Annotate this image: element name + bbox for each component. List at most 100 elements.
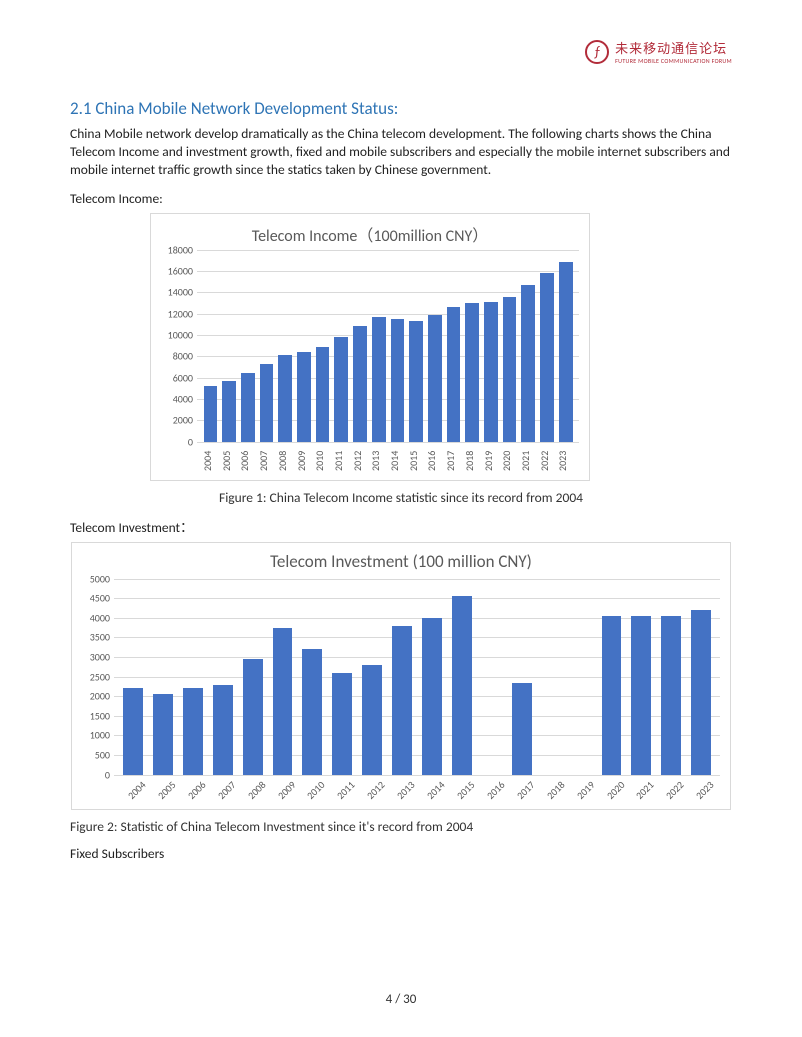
x-tick-label: 2023 [686,778,716,808]
x-tick-label: 2011 [332,446,351,476]
bar [278,355,292,441]
logo-glyph: ƒ [594,43,601,60]
bar [332,673,352,775]
y-tick-label: 1500 [90,709,110,722]
bar [123,688,143,774]
bar [302,649,322,774]
y-tick-label: 2000 [90,690,110,703]
x-tick-label: 2023 [556,446,575,476]
y-tick-label: 4000 [90,611,110,624]
y-tick-label: 18000 [168,243,193,256]
y-tick-label: 12000 [168,307,193,320]
bar [409,321,423,442]
x-tick-label: 2006 [178,778,208,808]
logo-text-cn: 未来移动通信论坛 [615,38,732,57]
chart-title: Telecom Income（100million CNY） [151,214,589,246]
x-tick-label: 2019 [482,446,501,476]
y-tick-label: 6000 [173,371,193,384]
x-tick-label: 2007 [208,778,238,808]
x-tick-label: 2019 [567,778,597,808]
bars-container [197,250,579,442]
x-tick-label: 2005 [148,778,178,808]
bar [297,352,311,442]
x-tick-label: 2008 [238,778,268,808]
chart1-label: Telecom Income: [70,190,732,207]
plot-area: 0200040006000800010000120001400016000180… [197,250,579,442]
bar [241,373,255,441]
x-labels: 2004200520062007200820092010201120122013… [197,446,579,476]
bars-container [114,579,720,775]
bar [273,628,293,775]
x-tick-label: 2011 [327,778,357,808]
y-tick-label: 3000 [90,651,110,664]
intro-paragraph: China Mobile network develop dramaticall… [70,125,732,180]
bar [422,618,442,775]
page-sep: / [392,992,403,1007]
y-tick-label: 0 [105,768,110,781]
x-tick-label: 2017 [507,778,537,808]
x-tick-label: 2018 [463,446,482,476]
y-tick-label: 2500 [90,670,110,683]
y-tick-label: 0 [188,435,193,448]
x-tick-label: 2010 [313,446,332,476]
x-tick-label: 2015 [407,446,426,476]
bar [260,364,274,442]
bar [602,616,622,775]
chart2-label: Telecom Investment： [70,516,732,536]
fixed-subscribers-label: Fixed Subscribers [70,845,732,862]
x-tick-label: 2009 [268,778,298,808]
bar [465,303,479,442]
gridline [114,775,720,776]
gridline [197,442,579,443]
x-tick-label: 2015 [447,778,477,808]
figure1-caption: Figure 1: China Telecom Income statistic… [70,489,732,506]
bar [391,319,405,442]
x-tick-label: 2004 [118,778,148,808]
x-tick-label: 2021 [627,778,657,808]
bar [213,685,233,775]
page-number: 4 / 30 [0,992,802,1007]
bar [559,262,573,441]
bar [353,326,367,441]
x-tick-label: 2016 [477,778,507,808]
x-tick-label: 2006 [238,446,257,476]
page-total: 30 [403,992,416,1007]
section-heading: 2.1 China Mobile Network Development Sta… [70,98,732,119]
bar [362,665,382,775]
y-tick-label: 8000 [173,350,193,363]
y-tick-label: 500 [95,749,110,762]
bar [521,285,535,442]
bar [183,688,203,774]
telecom-investment-chart: Telecom Investment (100 million CNY) 0 500… [71,542,731,810]
bar [222,381,236,442]
x-tick-label: 2020 [500,446,519,476]
x-tick-label: 2017 [444,446,463,476]
y-tick-label: 14000 [168,286,193,299]
x-tick-label: 2007 [257,446,276,476]
bar [447,307,461,441]
bar [631,616,651,775]
figure2-caption: Figure 2: Statistic of China Telecom Inv… [70,818,732,835]
x-tick-label: 2013 [387,778,417,808]
bar [540,273,554,442]
x-tick-label: 2020 [597,778,627,808]
bar [428,315,442,442]
x-tick-label: 2005 [220,446,239,476]
telecom-income-chart: Telecom Income（100million CNY） 0200040006… [150,213,590,481]
bar [153,694,173,774]
y-tick-label: 5000 [90,572,110,585]
bar [316,347,330,442]
y-tick-label: 10000 [168,328,193,341]
logo-icon: ƒ [585,40,609,64]
y-tick-label: 4000 [173,392,193,405]
x-tick-label: 2014 [417,778,447,808]
x-tick-label: 2008 [276,446,295,476]
y-tick-label: 4500 [90,592,110,605]
y-tick-label: 3500 [90,631,110,644]
bar [243,659,263,775]
chart-title: Telecom Investment (100 million CNY) [72,543,730,572]
x-tick-label: 2010 [298,778,328,808]
x-tick-label: 2014 [388,446,407,476]
x-tick-label: 2004 [201,446,220,476]
x-tick-label: 2016 [425,446,444,476]
